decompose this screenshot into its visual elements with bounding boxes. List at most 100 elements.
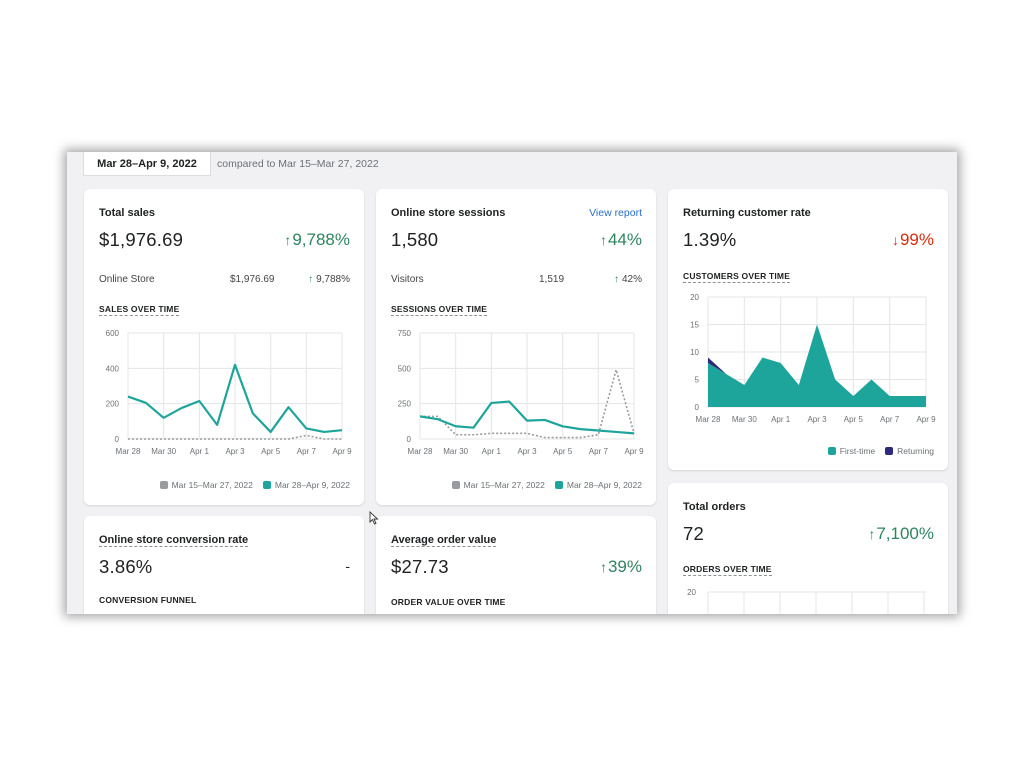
card-title: Average order value [391,534,497,547]
arrow-up-icon: ↑ [599,232,607,248]
y-tick-label: 0 [407,435,412,444]
arrow-down-icon: ↓ [891,232,899,248]
card-title: Online store conversion rate [99,534,249,547]
chart-label: SESSIONS OVER TIME [391,304,488,316]
y-tick-label: 250 [398,400,412,409]
chart-label: SALES OVER TIME [99,304,180,316]
y-tick-label: 20 [690,293,699,302]
metric-value: 3.86% [99,556,153,577]
card-title: Online store sessions [391,207,506,219]
arrow-up-icon: ↑ [308,274,314,285]
metric-value: $1,976.69 [99,229,184,250]
view-report-link[interactable]: View report [589,207,642,219]
sessions-chart: 750 500 250 0 Mar 28 Mar 30 Apr 1 Apr 3 Apr 5 Apr… [398,329,644,456]
chart-label: CUSTOMERS OVER TIME [683,271,791,283]
row-label: Online Store [99,274,155,285]
y-tick-label: 20 [687,588,696,597]
x-tick-label: Apr 1 [771,415,791,424]
legend-item-previous: Mar 15–Mar 27, 2022 [159,480,253,490]
x-tick-label: Mar 30 [151,447,176,456]
metric-value: 1,580 [391,229,439,250]
line-series-current [127,363,343,434]
metric-value: 1.39% [683,229,737,250]
area-series-first-time [708,324,926,407]
arrow-up-icon: ↑ [284,232,292,248]
returning-customer-card: Returning customer rate 1.39% ↓99% CUSTO… [668,189,948,470]
x-tick-label: Apr 7 [589,447,609,456]
x-tick-label: Apr 5 [261,447,281,456]
y-tick-label: 5 [695,376,700,385]
sessions-card: Online store sessions View report 1,580 … [376,189,656,505]
chart-label: ORDER VALUE OVER TIME [391,597,506,607]
metric-delta: ↑39% [599,557,642,576]
sales-chart: 600 400 200 0 Mar 28 Mar 30 Apr 1 Apr 3 Apr 5 Apr… [106,329,352,456]
legend-item-returning: Returning [885,446,934,456]
date-bar: Mar 28–Apr 9, 2022 compared to Mar 15–Ma… [67,152,957,176]
conversion-rate-card: Online store conversion rate 3.86% - CON… [84,516,364,614]
row-delta: ↑ 42% [613,274,642,285]
metric-value: $27.73 [391,556,449,577]
y-tick-label: 15 [690,321,699,330]
x-tick-label: Apr 1 [190,447,210,456]
x-tick-label: Mar 28 [408,447,433,456]
legend-item-current: Mar 28–Apr 9, 2022 [262,480,350,490]
row-value: 1,519 [539,274,565,285]
line-series-current [419,400,635,435]
x-tick-label: Apr 1 [482,447,502,456]
y-tick-label: 400 [106,364,120,373]
y-tick-label: 0 [115,435,120,444]
metric-delta: ↑7,100% [868,524,934,543]
orders-chart: 20 [687,588,926,614]
chart-label: CONVERSION FUNNEL [99,595,197,605]
card-title: Returning customer rate [683,207,811,219]
comparison-period: compared to Mar 15–Mar 27, 2022 [217,158,379,170]
x-tick-label: Apr 9 [332,447,352,456]
x-tick-label: Apr 3 [517,447,537,456]
chart-legend: Mar 15–Mar 27, 2022 Mar 28–Apr 9, 2022 [150,480,350,490]
card-title: Total orders [683,501,746,513]
chart-label: ORDERS OVER TIME [683,564,772,576]
x-tick-label: Apr 9 [916,415,936,424]
card-title: Total sales [99,207,156,219]
y-tick-label: 10 [690,348,699,357]
legend-item-current: Mar 28–Apr 9, 2022 [554,480,642,490]
arrow-up-icon: ↑ [599,559,607,575]
x-tick-label: Apr 7 [297,447,317,456]
metric-delta: ↓99% [891,230,934,249]
total-orders-card: Total orders 72 ↑7,100% ORDERS OVER TIME… [668,483,948,614]
metric-delta: ↑9,788% [284,230,350,249]
analytics-dashboard: Mar 28–Apr 9, 2022 compared to Mar 15–Ma… [67,152,957,614]
y-tick-label: 200 [106,400,120,409]
x-tick-label: Mar 30 [732,415,757,424]
chart-legend: Mar 15–Mar 27, 2022 Mar 28–Apr 9, 2022 [442,480,642,490]
x-tick-label: Apr 5 [844,415,864,424]
x-tick-label: Apr 9 [624,447,644,456]
mouse-cursor-icon [369,511,379,525]
average-order-value-card: Average order value $27.73 ↑39% ORDER VA… [376,516,656,614]
customers-chart: 20 15 10 5 0 Mar 28 Mar 30 Apr 1 Apr 3 Apr 5 Apr 7… [690,293,936,424]
arrow-up-icon: ↑ [868,526,876,542]
x-tick-label: Apr 3 [807,415,827,424]
y-tick-label: 500 [398,364,412,373]
row-label: Visitors [391,274,424,285]
x-tick-label: Apr 3 [225,447,245,456]
row-delta: ↑ 9,788% [308,274,350,285]
metric-delta: ↑44% [599,230,642,249]
metric-value: 72 [683,523,704,544]
x-tick-label: Mar 30 [443,447,468,456]
total-sales-card: Total sales $1,976.69 ↑9,788% Online Sto… [84,189,364,505]
x-tick-label: Mar 28 [696,415,721,424]
date-range-picker[interactable]: Mar 28–Apr 9, 2022 [83,152,211,176]
x-tick-label: Apr 5 [553,447,573,456]
y-tick-label: 750 [398,329,412,338]
metric-delta: - [345,558,350,574]
chart-legend: First-time Returning [818,446,934,456]
legend-item-previous: Mar 15–Mar 27, 2022 [451,480,545,490]
x-tick-label: Apr 7 [880,415,900,424]
y-tick-label: 0 [695,403,700,412]
y-tick-label: 600 [106,329,120,338]
row-value: $1,976.69 [230,274,275,285]
arrow-up-icon: ↑ [613,274,619,285]
legend-item-first-time: First-time [827,446,875,456]
x-tick-label: Mar 28 [116,447,141,456]
